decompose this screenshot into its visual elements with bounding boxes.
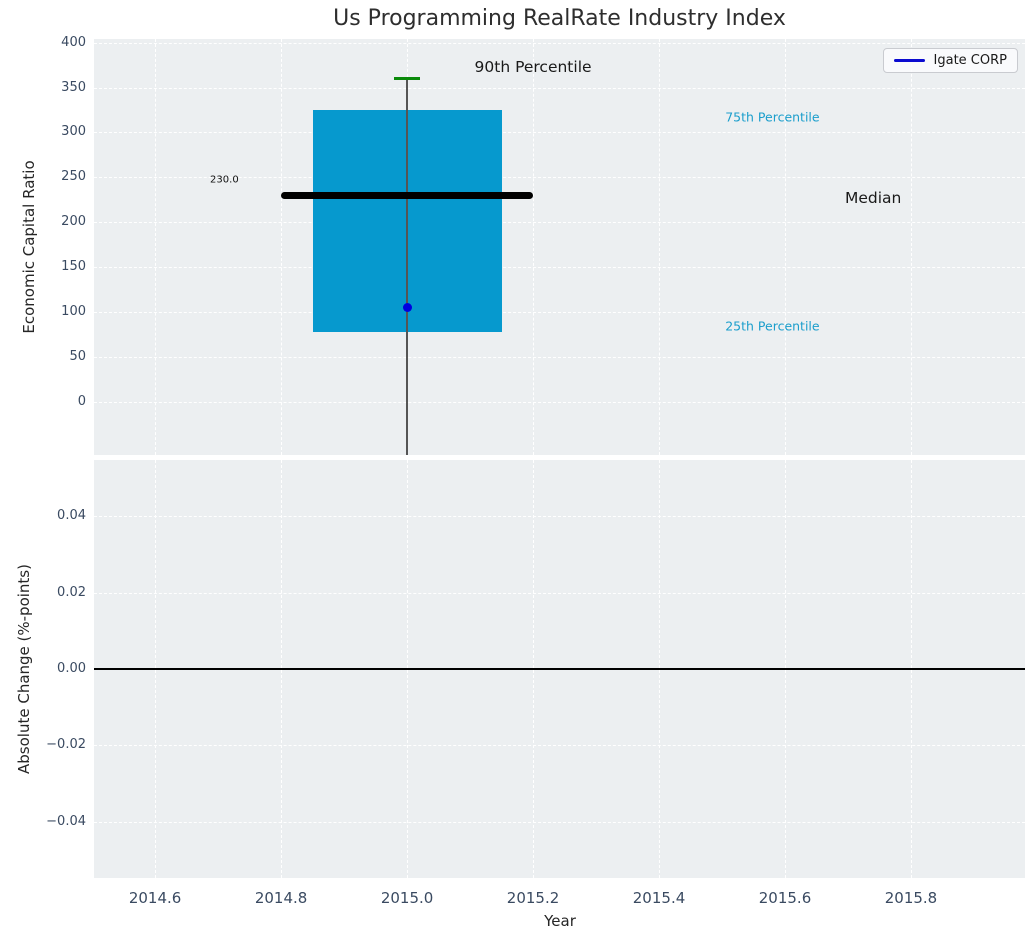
gridline-horizontal: [94, 88, 1025, 89]
gridline-horizontal: [94, 312, 1025, 313]
x-tick-label: 2014.8: [236, 889, 326, 907]
top-axes: Igate CORP 90th Percentile 75th Percentil…: [94, 39, 1025, 455]
top-y-tick-label: 50: [0, 349, 86, 364]
top-y-tick-label: 300: [0, 124, 86, 139]
median-line: [281, 192, 533, 199]
x-tick-label: 2015.0: [362, 889, 452, 907]
annotation-25th-percentile: 25th Percentile: [725, 318, 819, 333]
gridline-horizontal: [94, 822, 1025, 823]
gridline-vertical: [155, 39, 156, 455]
x-tick-label: 2015.2: [488, 889, 578, 907]
x-tick-label: 2015.6: [740, 889, 830, 907]
gridline-horizontal: [94, 132, 1025, 133]
annotation-90th-percentile: 90th Percentile: [475, 58, 592, 76]
gridline-vertical: [785, 39, 786, 455]
company-point: [403, 303, 412, 312]
top-y-tick-label: 350: [0, 80, 86, 95]
top-y-tick-label: 250: [0, 169, 86, 184]
x-tick-label: 2015.4: [614, 889, 704, 907]
annotation-75th-percentile: 75th Percentile: [725, 110, 819, 125]
gridline-horizontal: [94, 516, 1025, 517]
x-tick-label: 2014.6: [110, 889, 200, 907]
bottom-y-tick-label: 0.04: [0, 508, 86, 523]
gridline-horizontal: [94, 402, 1025, 403]
chart-title: Us Programming RealRate Industry Index: [94, 6, 1025, 38]
gridline-vertical: [911, 39, 912, 455]
zero-line: [94, 668, 1025, 670]
top-y-tick-label: 100: [0, 304, 86, 319]
x-tick-label: 2015.8: [866, 889, 956, 907]
top-y-tick-label: 400: [0, 35, 86, 50]
p90-cap: [394, 77, 420, 80]
bottom-y-tick-label: 0.00: [0, 661, 86, 676]
gridline-horizontal: [94, 745, 1025, 746]
bottom-axes: [94, 460, 1025, 878]
x-axis-label: Year: [514, 912, 606, 930]
annotation-median: Median: [845, 189, 901, 207]
gridline-horizontal: [94, 43, 1025, 44]
top-y-tick-label: 200: [0, 214, 86, 229]
gridline-vertical: [533, 39, 534, 455]
legend-line-sample-icon: [894, 59, 925, 62]
gridline-horizontal: [94, 267, 1025, 268]
gridline-horizontal: [94, 593, 1025, 594]
gridline-horizontal: [94, 357, 1025, 358]
top-y-tick-label: 150: [0, 259, 86, 274]
annotation-median-value: 230.0: [210, 175, 239, 186]
gridline-vertical: [659, 39, 660, 455]
figure: Us Programming RealRate Industry Index E…: [0, 0, 1034, 942]
gridline-vertical: [281, 39, 282, 455]
bottom-y-tick-label: −0.04: [0, 814, 86, 829]
bottom-y-tick-label: 0.02: [0, 585, 86, 600]
legend-label: Igate CORP: [934, 53, 1007, 68]
gridline-horizontal: [94, 222, 1025, 223]
bottom-y-tick-label: −0.02: [0, 737, 86, 752]
legend: Igate CORP: [883, 48, 1018, 73]
whisker-line: [406, 79, 408, 455]
top-y-tick-label: 0: [0, 394, 86, 409]
